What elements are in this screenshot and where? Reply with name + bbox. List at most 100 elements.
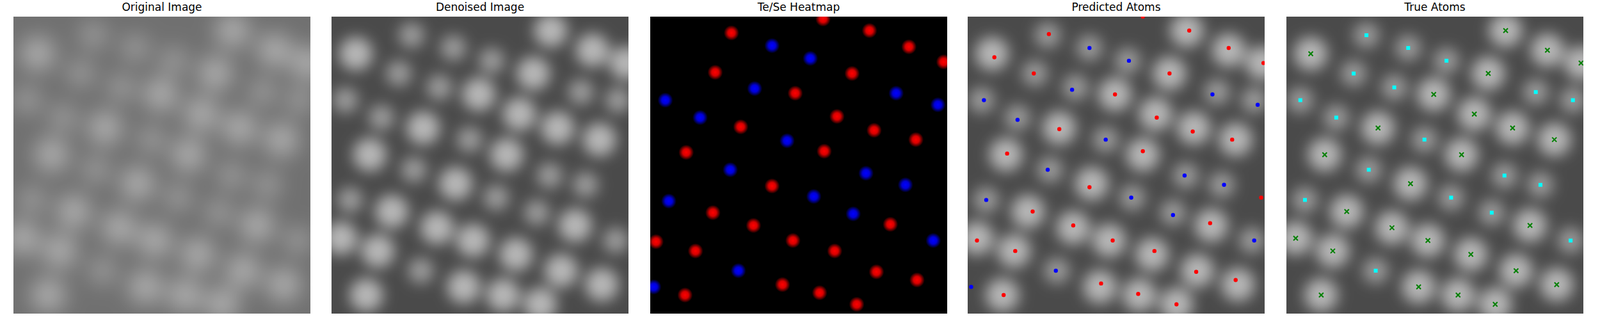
atom-marker: [1154, 115, 1159, 120]
atom-marker: [1472, 112, 1477, 117]
intensity-blob: [503, 97, 537, 131]
background: [331, 16, 629, 314]
intensity-blob: [408, 257, 434, 284]
intensity-blob: [523, 288, 557, 315]
heat-blob: [826, 243, 843, 259]
intensity-blob: [165, 184, 191, 211]
intensity-blob: [440, 35, 466, 61]
intensity-blob: [361, 234, 395, 268]
intensity-blob: [1478, 288, 1512, 315]
atom-marker: [1047, 32, 1051, 36]
intensity-blob: [1139, 97, 1173, 131]
intensity-blob: [456, 224, 490, 258]
intensity-blob: [499, 238, 533, 272]
intensity-blob: [88, 111, 122, 145]
atom-marker: [1001, 293, 1006, 297]
intensity-blob: [1539, 268, 1574, 302]
marks: [650, 16, 948, 313]
intensity-blob: [375, 195, 409, 229]
atom-marker: [1208, 220, 1213, 225]
heat-blob: [815, 16, 831, 27]
intensity-blob: [1433, 48, 1460, 74]
intensity-blob: [516, 56, 550, 91]
atom-marker: [1374, 268, 1378, 273]
atom-marker: [1174, 302, 1179, 306]
atom-marker: [1502, 173, 1507, 178]
atom-marker: [1293, 236, 1298, 241]
atom-marker: [1098, 281, 1103, 286]
heat-blob: [722, 161, 738, 178]
intensity-blob: [160, 48, 187, 74]
intensity-blob: [1564, 46, 1584, 80]
panel-title: Predicted Atoms: [954, 0, 1278, 15]
heat-blob: [888, 85, 904, 102]
intensity-blob: [1126, 138, 1160, 172]
intensity-blob: [1499, 254, 1533, 288]
atom-marker: [1087, 46, 1092, 50]
intensity-blob: [1416, 77, 1451, 111]
intensity-blob: [1180, 254, 1215, 288]
intensity-blob: [353, 138, 387, 172]
intensity-blob: [205, 288, 239, 315]
atom-marker: [1210, 92, 1215, 96]
heat-blob: [897, 177, 914, 193]
intensity-blob: [478, 48, 505, 74]
atom-marker: [1538, 183, 1543, 187]
heat-blob: [764, 37, 780, 54]
intensity-blob: [1241, 87, 1265, 114]
intensity-blob: [1356, 156, 1382, 183]
image-texture: [13, 16, 311, 314]
heat-blob: [829, 108, 845, 125]
heat-blob: [775, 277, 791, 293]
atom-marker: [1416, 284, 1421, 290]
intensity-blob: [1042, 111, 1076, 145]
intensity-blob: [1022, 60, 1048, 87]
heat-blob: [930, 97, 946, 113]
intensity-blob: [120, 167, 155, 201]
intensity-blob: [21, 37, 55, 71]
intensity-blob: [568, 79, 594, 105]
atom-marker: [1367, 167, 1371, 172]
intensity-blob: [544, 254, 578, 288]
atom-marker: [1510, 126, 1515, 131]
intensity-blob: [1441, 278, 1475, 312]
heat-blob: [845, 206, 861, 222]
heat-blob: [692, 110, 708, 126]
intensity-blob: [605, 87, 629, 114]
atom-marker: [1230, 137, 1234, 142]
intensity-blob: [144, 77, 178, 111]
intensity-blob: [1537, 122, 1572, 157]
intensity-blob: [1323, 104, 1350, 131]
intensity-blob: [349, 278, 383, 312]
intensity-blob: [1170, 16, 1204, 48]
atom-marker: [1258, 195, 1263, 200]
heat-blob: [844, 65, 860, 82]
intensity-blob: [216, 16, 250, 48]
heat-blob: [787, 85, 804, 102]
panel-title: Te/Se Heatmap: [637, 0, 960, 15]
intensity-blob: [83, 156, 109, 183]
intensity-blob: [572, 172, 599, 198]
atom-marker: [1330, 248, 1336, 254]
intensity-blob: [1245, 46, 1265, 80]
heat-blob: [661, 193, 677, 209]
intensity-blob: [226, 254, 260, 288]
intensity-blob: [168, 278, 202, 312]
intensity-blob: [490, 138, 524, 172]
intensity-blob: [1513, 208, 1547, 242]
intensity-blob: [583, 122, 617, 157]
intensity-blob: [108, 74, 135, 101]
intensity-blob: [1381, 74, 1408, 101]
intensity-blob: [1286, 221, 1313, 255]
atom-marker: [1004, 151, 1009, 156]
atom-marker: [1344, 209, 1350, 214]
atom-marker: [1226, 46, 1231, 50]
intensity-blob: [266, 268, 301, 302]
intensity-blob: [287, 87, 311, 114]
intensity-blob: [1530, 33, 1565, 68]
atom-marker: [1070, 87, 1074, 92]
atom-marker: [1406, 46, 1410, 50]
heat-blob: [882, 216, 898, 232]
intensity-blob: [13, 221, 40, 255]
intensity-blob: [206, 199, 232, 226]
